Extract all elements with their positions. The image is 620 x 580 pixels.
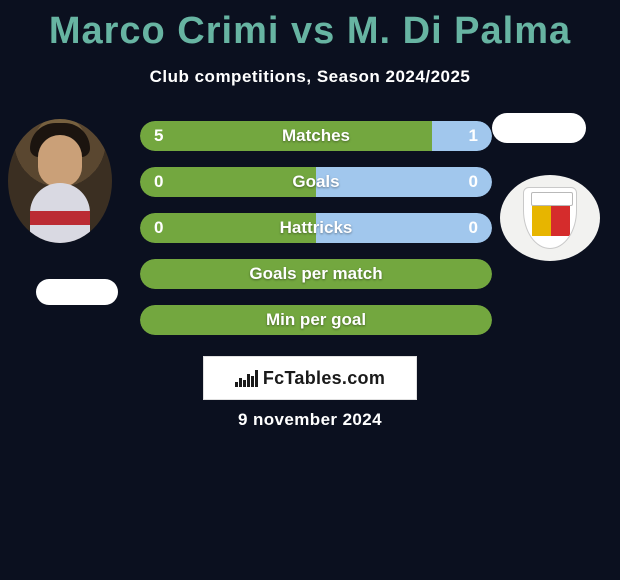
title-player1: Marco Crimi	[49, 10, 280, 52]
player1-form-pill	[36, 279, 118, 305]
stat-label: Hattricks	[140, 213, 492, 243]
stat-rows: Matches51Goals00Hattricks00Goals per mat…	[140, 121, 492, 351]
title-player2: M. Di Palma	[347, 10, 571, 52]
date-wrap: 9 november 2024	[0, 410, 620, 430]
title-vs: vs	[291, 10, 335, 52]
stat-label: Min per goal	[140, 305, 492, 335]
stat-row: Matches5 1	[140, 121, 492, 151]
page-title: Marco Crimi vs M. Di Palma	[0, 10, 620, 53]
stat-value-left: 0	[154, 213, 163, 243]
stat-label: Goals	[140, 167, 492, 197]
stat-label: Matches	[140, 121, 492, 151]
player2-form-pill	[492, 113, 586, 143]
stat-row: Goals per match	[140, 259, 492, 289]
stat-value-right: 0	[469, 213, 478, 243]
player1-avatar	[8, 119, 112, 243]
avatar-face	[38, 135, 82, 187]
club-badge-shield	[523, 187, 577, 249]
brand-box: FcTables.com	[203, 356, 417, 400]
stat-value-left: 0	[154, 167, 163, 197]
comparison-stage: Matches51Goals00Hattricks00Goals per mat…	[0, 113, 620, 373]
title-wrap: Marco Crimi vs M. Di Palma Club competit…	[0, 0, 620, 87]
date-text: 9 november 2024	[238, 410, 382, 429]
brand-text: FcTables.com	[263, 368, 385, 389]
player2-club-badge	[500, 175, 600, 261]
subtitle: Club competitions, Season 2024/2025	[0, 67, 620, 87]
stat-row: Hattricks0 0	[140, 213, 492, 243]
stat-value-right: 0	[469, 167, 478, 197]
stat-row: Goals0 0	[140, 167, 492, 197]
stat-row: Min per goal	[140, 305, 492, 335]
stat-label: Goals per match	[140, 259, 492, 289]
brand-chart-icon	[235, 369, 257, 387]
stat-value-right: 1	[469, 121, 478, 151]
stat-value-left: 5	[154, 121, 163, 151]
